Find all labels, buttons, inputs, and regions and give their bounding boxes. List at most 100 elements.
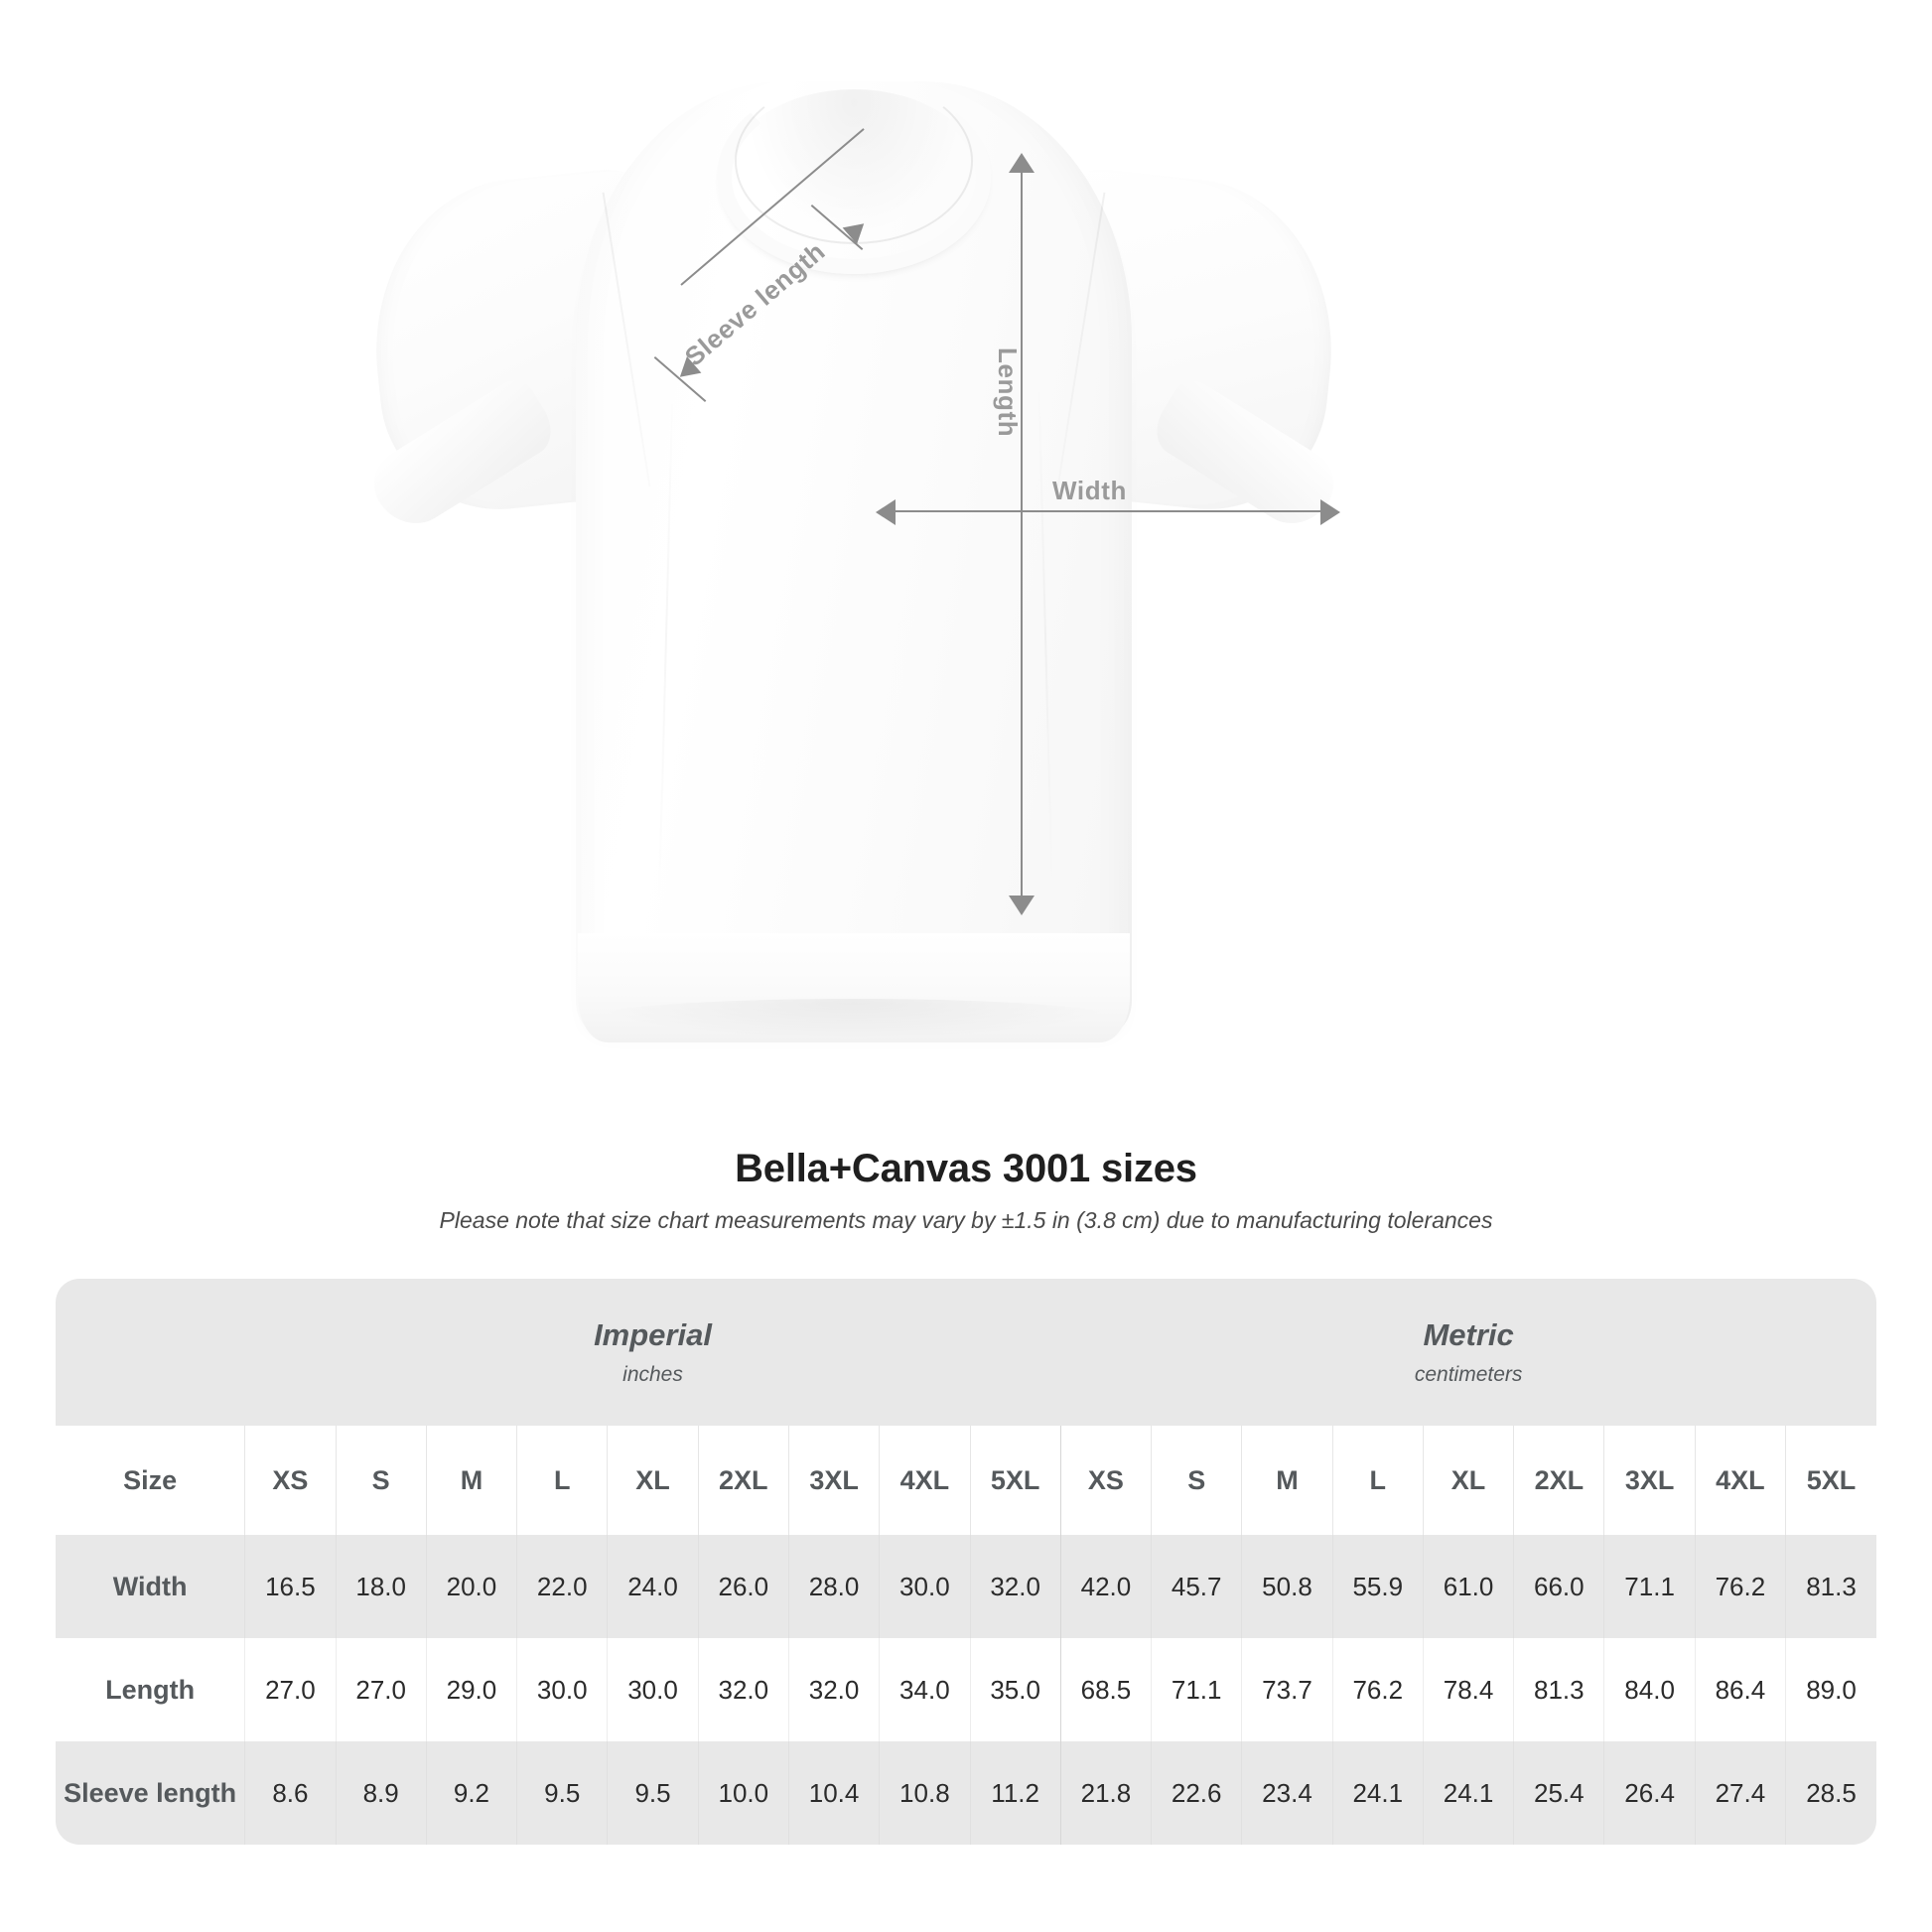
- cell-length-metric-4xl: 86.4: [1694, 1638, 1786, 1741]
- cell-length-metric-m: 73.7: [1241, 1638, 1333, 1741]
- cell-sleeve-length-imperial-3xl: 10.4: [787, 1741, 880, 1845]
- size-header-metric-m: M: [1241, 1426, 1333, 1535]
- cell-sleeve-length-metric-l: 24.1: [1331, 1741, 1424, 1845]
- cell-sleeve-length-metric-5xl: 28.5: [1785, 1741, 1876, 1845]
- cell-length-metric-3xl: 84.0: [1603, 1638, 1696, 1741]
- cell-width-imperial-xl: 24.0: [607, 1535, 699, 1638]
- size-header-metric-s: S: [1151, 1426, 1242, 1535]
- cell-length-metric-2xl: 81.3: [1513, 1638, 1604, 1741]
- unit-group-name: Metric: [1423, 1317, 1514, 1353]
- cell-width-metric-2xl: 66.0: [1513, 1535, 1604, 1638]
- size-column-header: Size: [56, 1426, 245, 1535]
- cell-length-imperial-s: 27.0: [335, 1638, 427, 1741]
- cell-sleeve-length-metric-4xl: 27.4: [1694, 1741, 1786, 1845]
- unit-group-unit: centimeters: [1414, 1362, 1523, 1386]
- width-arrow-left-icon: [876, 499, 896, 525]
- cell-length-metric-xs: 68.5: [1059, 1638, 1152, 1741]
- cell-length-metric-l: 76.2: [1331, 1638, 1424, 1741]
- width-label: Width: [1052, 476, 1127, 505]
- size-header-metric-2xl: 2XL: [1513, 1426, 1604, 1535]
- size-header-imperial-3xl: 3XL: [787, 1426, 880, 1535]
- cell-length-metric-xl: 78.4: [1422, 1638, 1514, 1741]
- length-label: Length: [993, 347, 1023, 438]
- cell-length-imperial-3xl: 32.0: [787, 1638, 880, 1741]
- cell-sleeve-length-imperial-2xl: 10.0: [697, 1741, 789, 1845]
- unit-group-metric: Metric centimeters: [1060, 1279, 1876, 1426]
- cell-sleeve-length-imperial-s: 8.9: [335, 1741, 427, 1845]
- sleeve-length-label: Sleeve length: [678, 235, 831, 372]
- cell-sleeve-length-metric-3xl: 26.4: [1603, 1741, 1696, 1845]
- cell-width-metric-xl: 61.0: [1422, 1535, 1514, 1638]
- table-row: Sleeve length 8.6 8.9 9.2 9.5 9.5 10.0 10.4 10.8…: [56, 1741, 1876, 1845]
- cell-length-imperial-xs: 27.0: [244, 1638, 337, 1741]
- unit-header-row: Imperial inches Metric centimeters: [56, 1279, 1876, 1426]
- cell-width-imperial-m: 20.0: [425, 1535, 517, 1638]
- tshirt-hem: [578, 933, 1130, 1042]
- cell-width-imperial-4xl: 30.0: [879, 1535, 970, 1638]
- row-label-sleeve-length: Sleeve length: [56, 1741, 245, 1845]
- width-arrow-line: [890, 510, 1334, 512]
- size-header-imperial-m: M: [425, 1426, 517, 1535]
- cell-width-metric-3xl: 71.1: [1603, 1535, 1696, 1638]
- size-header-metric-5xl: 5XL: [1785, 1426, 1876, 1535]
- cell-sleeve-length-imperial-l: 9.5: [516, 1741, 608, 1845]
- unit-header-spacer: [56, 1279, 245, 1426]
- cell-length-imperial-4xl: 34.0: [879, 1638, 970, 1741]
- cell-length-imperial-5xl: 35.0: [969, 1638, 1061, 1741]
- cell-sleeve-length-imperial-xl: 9.5: [607, 1741, 699, 1845]
- cell-width-imperial-xs: 16.5: [244, 1535, 337, 1638]
- size-header-imperial-s: S: [335, 1426, 427, 1535]
- row-label-width: Width: [56, 1535, 245, 1638]
- cell-width-imperial-3xl: 28.0: [787, 1535, 880, 1638]
- size-header-metric-xl: XL: [1422, 1426, 1514, 1535]
- cell-sleeve-length-metric-m: 23.4: [1241, 1741, 1333, 1845]
- sleeve-length-annotation: Sleeve length: [653, 128, 933, 403]
- cell-sleeve-length-metric-xl: 24.1: [1422, 1741, 1514, 1845]
- cell-width-metric-xs: 42.0: [1059, 1535, 1152, 1638]
- hem-shadow: [588, 999, 1120, 1038]
- tshirt-diagram: Length Width Sleeve length: [328, 60, 1380, 1052]
- cell-width-imperial-s: 18.0: [335, 1535, 427, 1638]
- cell-width-metric-s: 45.7: [1151, 1535, 1242, 1638]
- tshirt-image: Length Width Sleeve length: [328, 60, 1380, 1052]
- size-header-imperial-4xl: 4XL: [879, 1426, 970, 1535]
- cell-sleeve-length-metric-s: 22.6: [1151, 1741, 1242, 1845]
- size-header-imperial-xl: XL: [607, 1426, 699, 1535]
- cell-width-metric-4xl: 76.2: [1694, 1535, 1786, 1638]
- length-arrow-line: [1021, 159, 1023, 913]
- size-header-metric-l: L: [1331, 1426, 1424, 1535]
- size-header-imperial-5xl: 5XL: [969, 1426, 1061, 1535]
- cell-sleeve-length-metric-xs: 21.8: [1059, 1741, 1152, 1845]
- cell-length-imperial-m: 29.0: [425, 1638, 517, 1741]
- cell-width-metric-m: 50.8: [1241, 1535, 1333, 1638]
- cell-sleeve-length-imperial-xs: 8.6: [244, 1741, 337, 1845]
- row-label-length: Length: [56, 1638, 245, 1741]
- cell-length-imperial-2xl: 32.0: [697, 1638, 789, 1741]
- cell-sleeve-length-imperial-5xl: 11.2: [969, 1741, 1061, 1845]
- cell-length-imperial-xl: 30.0: [607, 1638, 699, 1741]
- size-header-metric-4xl: 4XL: [1694, 1426, 1786, 1535]
- width-arrow-right-icon: [1320, 499, 1340, 525]
- length-arrow-up-icon: [1009, 153, 1035, 173]
- cell-sleeve-length-imperial-m: 9.2: [425, 1741, 517, 1845]
- cell-sleeve-length-imperial-4xl: 10.8: [879, 1741, 970, 1845]
- size-header-metric-3xl: 3XL: [1603, 1426, 1696, 1535]
- cell-width-metric-l: 55.9: [1331, 1535, 1424, 1638]
- size-header-imperial-xs: XS: [244, 1426, 337, 1535]
- cell-length-metric-5xl: 89.0: [1785, 1638, 1876, 1741]
- size-table: Imperial inches Metric centimeters Size XS S M L…: [56, 1279, 1876, 1845]
- sleeve-arrow-upper-icon: [842, 214, 872, 245]
- unit-group-unit: inches: [622, 1362, 683, 1386]
- cell-length-imperial-l: 30.0: [516, 1638, 608, 1741]
- table-row: Width 16.5 18.0 20.0 22.0 24.0 26.0 28.0 30.0 32.…: [56, 1535, 1876, 1638]
- cell-length-metric-s: 71.1: [1151, 1638, 1242, 1741]
- unit-group-imperial: Imperial inches: [244, 1279, 1061, 1426]
- length-arrow-down-icon: [1009, 896, 1035, 915]
- size-header-imperial-l: L: [516, 1426, 608, 1535]
- tolerance-note: Please note that size chart measurements…: [439, 1207, 1493, 1233]
- unit-group-name: Imperial: [594, 1317, 712, 1353]
- cell-width-imperial-2xl: 26.0: [697, 1535, 789, 1638]
- table-row: Length 27.0 27.0 29.0 30.0 30.0 32.0 32.0 34.0 35…: [56, 1638, 1876, 1741]
- page-title: Bella+Canvas 3001 sizes: [735, 1147, 1197, 1190]
